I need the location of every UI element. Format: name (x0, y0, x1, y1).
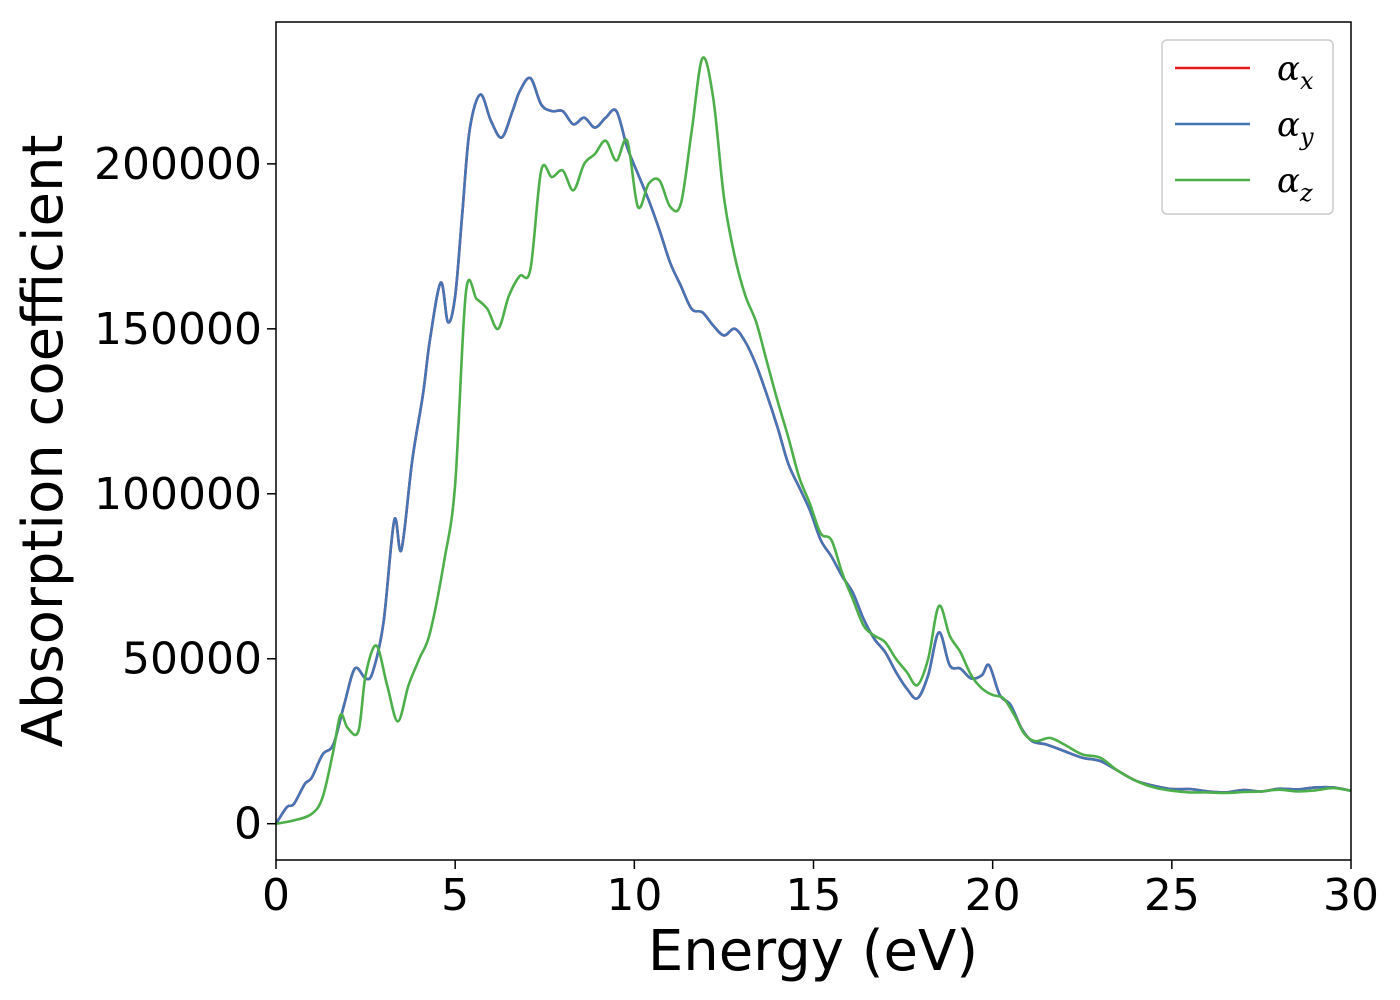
x-axis-title: Energy (eV) (648, 919, 978, 984)
x-tick-label: 25 (1144, 870, 1200, 921)
y-tick-label: 50000 (122, 634, 262, 685)
x-tick-label: 20 (965, 870, 1021, 921)
legend: αx αy αz (1161, 39, 1334, 215)
series-line-alpha-z (275, 56, 1352, 825)
legend-label-alpha-x: αx (1277, 49, 1314, 95)
x-tick-label: 5 (441, 870, 469, 921)
y-tick-label: 0 (234, 799, 262, 850)
legend-label-alpha-y: αy (1277, 105, 1314, 151)
y-tick-label: 100000 (94, 469, 262, 520)
legend-box (1161, 39, 1334, 215)
x-tick-label: 15 (786, 870, 842, 921)
y-axis-title: Absorption coefficient (11, 135, 76, 748)
x-tick-label: 0 (262, 870, 290, 921)
x-axis-ticks: 0 5 10 15 20 25 30 (262, 860, 1379, 921)
y-tick-label: 150000 (94, 304, 262, 355)
legend-label-alpha-z: αz (1277, 161, 1313, 207)
lines-layer (274, 56, 1352, 825)
x-tick-label: 30 (1323, 870, 1379, 921)
x-tick-label: 10 (606, 870, 662, 921)
y-tick-label: 200000 (94, 139, 262, 190)
series-line-alpha-y (274, 76, 1352, 825)
y-axis-ticks: 0 50000 100000 150000 200000 (94, 139, 276, 850)
